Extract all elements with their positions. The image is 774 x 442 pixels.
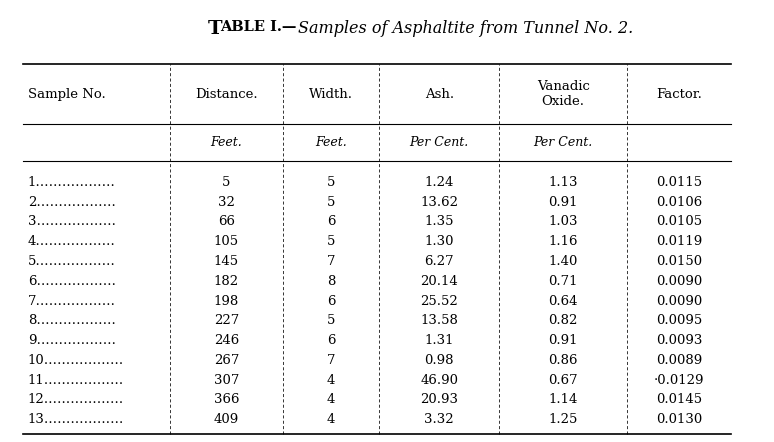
- Text: Samples of Asphaltite from Tunnel No. 2.: Samples of Asphaltite from Tunnel No. 2.: [298, 20, 633, 37]
- Text: 1.25: 1.25: [549, 413, 577, 426]
- Text: 8: 8: [327, 275, 335, 288]
- Text: 3………………: 3………………: [28, 215, 116, 229]
- Text: 0.82: 0.82: [549, 314, 577, 327]
- Text: 20.93: 20.93: [420, 393, 458, 407]
- Text: Feet.: Feet.: [211, 136, 242, 149]
- Text: 6………………: 6………………: [28, 275, 116, 288]
- Text: 5: 5: [327, 314, 335, 327]
- Text: 20.14: 20.14: [420, 275, 458, 288]
- Text: 307: 307: [214, 373, 239, 387]
- Text: 0.0089: 0.0089: [656, 354, 702, 367]
- Text: Per Cent.: Per Cent.: [533, 136, 593, 149]
- Text: 4: 4: [327, 413, 335, 426]
- Text: 1.30: 1.30: [424, 235, 454, 248]
- Text: 366: 366: [214, 393, 239, 407]
- Text: Width.: Width.: [309, 88, 353, 101]
- Text: 0.64: 0.64: [548, 294, 578, 308]
- Text: 6: 6: [327, 294, 335, 308]
- Text: 0.67: 0.67: [548, 373, 578, 387]
- Text: 0.98: 0.98: [424, 354, 454, 367]
- Text: 0.0090: 0.0090: [656, 294, 702, 308]
- Text: 145: 145: [214, 255, 239, 268]
- Text: Per Cent.: Per Cent.: [409, 136, 469, 149]
- Text: 0.71: 0.71: [548, 275, 578, 288]
- Text: 5: 5: [222, 176, 231, 189]
- Text: 6: 6: [327, 215, 335, 229]
- Text: 1.13: 1.13: [548, 176, 578, 189]
- Text: 7: 7: [327, 255, 335, 268]
- Text: 2………………: 2………………: [28, 195, 116, 209]
- Text: 8………………: 8………………: [28, 314, 116, 327]
- Text: 25.52: 25.52: [420, 294, 458, 308]
- Text: 0.0130: 0.0130: [656, 413, 702, 426]
- Text: 6: 6: [327, 334, 335, 347]
- Text: 0.0119: 0.0119: [656, 235, 702, 248]
- Text: 7: 7: [327, 354, 335, 367]
- Text: 198: 198: [214, 294, 239, 308]
- Text: T: T: [207, 20, 222, 38]
- Text: 1.14: 1.14: [549, 393, 577, 407]
- Text: ·0.0129: ·0.0129: [654, 373, 704, 387]
- Text: 1.31: 1.31: [424, 334, 454, 347]
- Text: 10………………: 10………………: [28, 354, 124, 367]
- Text: 5: 5: [327, 195, 335, 209]
- Text: 4………………: 4………………: [28, 235, 116, 248]
- Text: 5: 5: [327, 176, 335, 189]
- Text: 12………………: 12………………: [28, 393, 124, 407]
- Text: ABLE I.—: ABLE I.—: [220, 20, 296, 34]
- Text: 3.32: 3.32: [424, 413, 454, 426]
- Text: 409: 409: [214, 413, 239, 426]
- Text: 11………………: 11………………: [28, 373, 124, 387]
- Text: 46.90: 46.90: [420, 373, 458, 387]
- Text: 0.0093: 0.0093: [656, 334, 702, 347]
- Text: 4: 4: [327, 373, 335, 387]
- Text: 1.40: 1.40: [549, 255, 577, 268]
- Text: 7………………: 7………………: [28, 294, 116, 308]
- Text: 4: 4: [327, 393, 335, 407]
- Text: 0.0095: 0.0095: [656, 314, 702, 327]
- Text: 32: 32: [218, 195, 235, 209]
- Text: 0.91: 0.91: [548, 195, 578, 209]
- Text: 1.16: 1.16: [548, 235, 578, 248]
- Text: 105: 105: [214, 235, 239, 248]
- Text: 5………………: 5………………: [28, 255, 116, 268]
- Text: 1………………: 1………………: [28, 176, 116, 189]
- Text: 182: 182: [214, 275, 239, 288]
- Text: 0.0090: 0.0090: [656, 275, 702, 288]
- Text: 246: 246: [214, 334, 239, 347]
- Text: 267: 267: [214, 354, 239, 367]
- Text: Sample No.: Sample No.: [28, 88, 105, 101]
- Text: 0.0106: 0.0106: [656, 195, 702, 209]
- Text: 66: 66: [218, 215, 235, 229]
- Text: 0.0150: 0.0150: [656, 255, 702, 268]
- Text: 1.24: 1.24: [425, 176, 454, 189]
- Text: 13.62: 13.62: [420, 195, 458, 209]
- Text: 227: 227: [214, 314, 239, 327]
- Text: Factor.: Factor.: [656, 88, 702, 101]
- Text: 0.91: 0.91: [548, 334, 578, 347]
- Text: 0.0105: 0.0105: [656, 215, 702, 229]
- Text: 1.35: 1.35: [424, 215, 454, 229]
- Text: 5: 5: [327, 235, 335, 248]
- Text: Feet.: Feet.: [315, 136, 347, 149]
- Text: 1.03: 1.03: [548, 215, 578, 229]
- Text: 6.27: 6.27: [424, 255, 454, 268]
- Text: Vanadic
Oxide.: Vanadic Oxide.: [536, 80, 590, 108]
- Text: 9………………: 9………………: [28, 334, 116, 347]
- Text: 0.86: 0.86: [548, 354, 578, 367]
- Text: Ash.: Ash.: [425, 88, 454, 101]
- Text: Distance.: Distance.: [195, 88, 258, 101]
- Text: 0.0115: 0.0115: [656, 176, 702, 189]
- Text: 13.58: 13.58: [420, 314, 458, 327]
- Text: 13………………: 13………………: [28, 413, 125, 426]
- Text: 0.0145: 0.0145: [656, 393, 702, 407]
